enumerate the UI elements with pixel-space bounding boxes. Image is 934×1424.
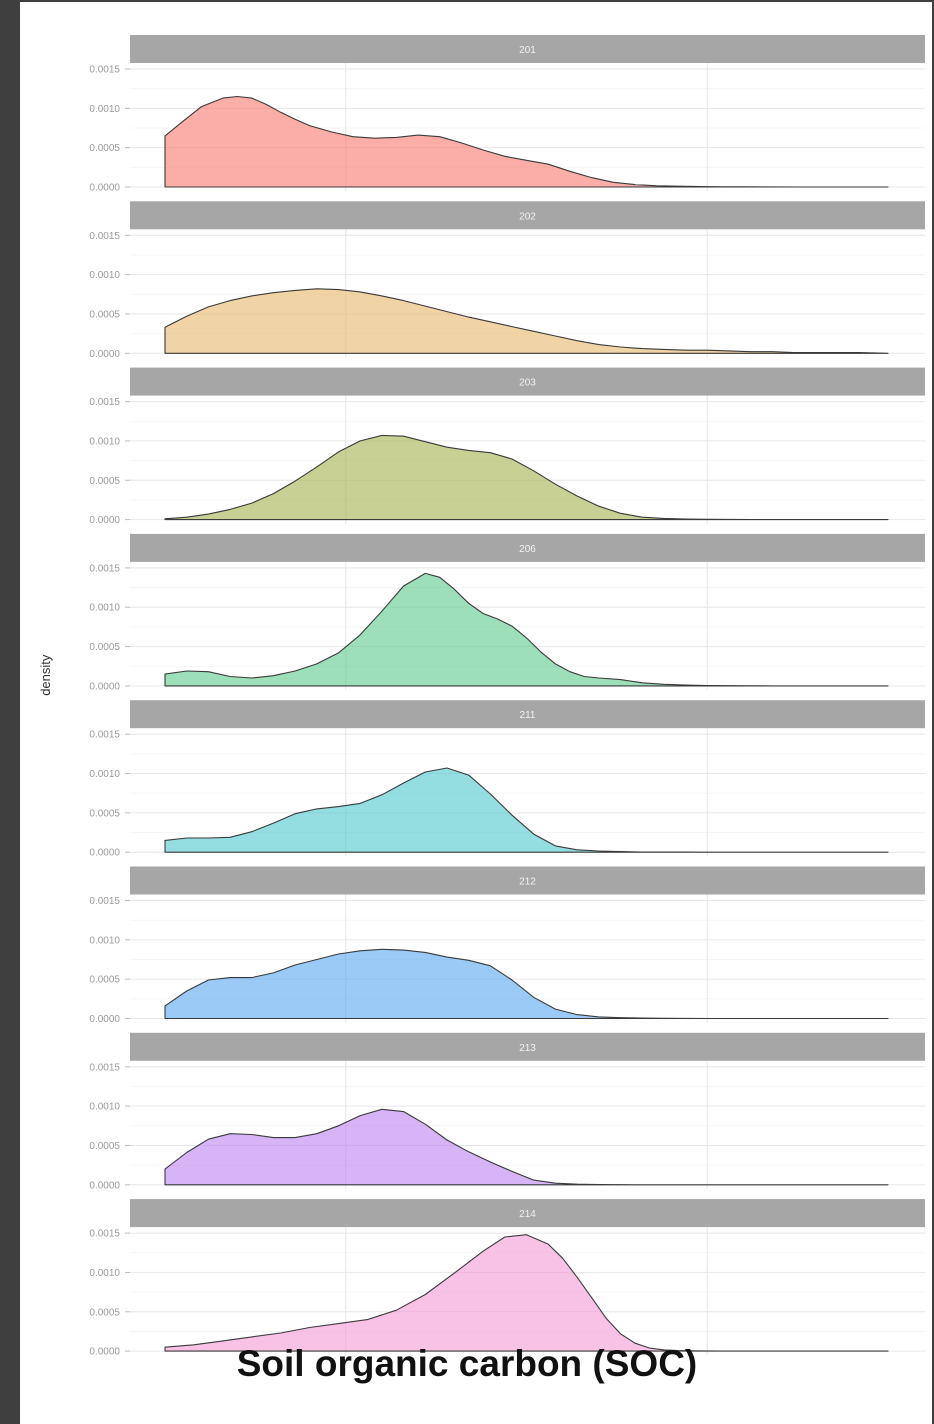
y-tick-label: 0.0015 — [89, 65, 120, 76]
density-area-206 — [164, 572, 889, 687]
y-tick-label: 0.0010 — [89, 1268, 120, 1279]
y-tick-label: 0.0010 — [89, 270, 120, 281]
density-area-202 — [164, 288, 889, 354]
facet-strip-label: 202 — [519, 211, 536, 222]
facet-strip-label: 213 — [519, 1043, 536, 1054]
facet-strip-label: 211 — [520, 710, 536, 721]
facet-strip-label: 206 — [519, 544, 536, 555]
plot-area: 201 0.0000 0.0005 0.0010 0.0015 202 0.0000 0.00… — [20, 2, 932, 1424]
y-axis-title: density — [38, 654, 53, 696]
facet-strip — [130, 201, 925, 230]
density-area-201 — [164, 95, 889, 188]
y-tick-label: 0.0000 — [89, 1180, 120, 1191]
y-tick-label: 0.0005 — [89, 975, 120, 986]
y-tick-label: 0.0005 — [89, 642, 120, 653]
facet-strip — [130, 700, 925, 729]
y-tick-label: 0.0015 — [89, 563, 120, 574]
facet-strip — [130, 1199, 925, 1228]
y-tick-label: 0.0015 — [89, 730, 120, 741]
facet-strip-label: 214 — [519, 1209, 536, 1220]
facet-strip-label: 201 — [519, 45, 536, 56]
y-tick-label: 0.0000 — [89, 515, 120, 526]
y-tick-label: 0.0010 — [89, 1102, 120, 1113]
density-area-211 — [164, 767, 889, 853]
y-tick-label: 0.0000 — [89, 183, 120, 194]
y-tick-label: 0.0005 — [89, 1141, 120, 1152]
facet-strip-label: 212 — [519, 877, 536, 888]
y-tick-label: 0.0010 — [89, 935, 120, 946]
density-area-214 — [164, 1234, 889, 1352]
y-tick-label: 0.0010 — [89, 436, 120, 447]
y-tick-label: 0.0015 — [89, 231, 120, 242]
y-tick-label: 0.0005 — [89, 808, 120, 819]
y-tick-label: 0.0000 — [89, 349, 120, 360]
y-tick-label: 0.0005 — [89, 1307, 120, 1318]
faceted-density-chart: 201 0.0000 0.0005 0.0010 0.0015 202 0.0000 0.00… — [38, 35, 925, 1358]
y-tick-label: 0.0000 — [89, 1347, 120, 1358]
y-tick-label: 0.0015 — [89, 1229, 120, 1240]
y-tick-label: 0.0000 — [89, 1014, 120, 1025]
y-tick-label: 0.0015 — [89, 896, 120, 907]
facet-strip — [130, 866, 925, 895]
y-tick-label: 0.0010 — [89, 769, 120, 780]
facet-strip — [130, 35, 925, 63]
y-tick-label: 0.0010 — [89, 603, 120, 614]
facet-strip — [130, 1032, 925, 1061]
density-area-203 — [164, 434, 889, 521]
x-axis-title: Soil organic carbon (SOC) — [236, 1343, 698, 1384]
y-tick-label: 0.0005 — [89, 309, 120, 320]
y-tick-label: 0.0005 — [89, 476, 120, 487]
density-area-213 — [164, 1108, 889, 1186]
facet-strip — [130, 533, 925, 562]
y-tick-label: 0.0000 — [89, 681, 120, 692]
facet-strip-label: 203 — [519, 378, 536, 389]
facet-strip — [130, 367, 925, 396]
y-tick-label: 0.0005 — [89, 143, 120, 154]
y-tick-label: 0.0015 — [89, 397, 120, 408]
density-area-212 — [164, 948, 889, 1020]
y-tick-label: 0.0010 — [89, 104, 120, 115]
y-tick-label: 0.0015 — [89, 1062, 120, 1073]
y-tick-label: 0.0000 — [89, 848, 120, 859]
